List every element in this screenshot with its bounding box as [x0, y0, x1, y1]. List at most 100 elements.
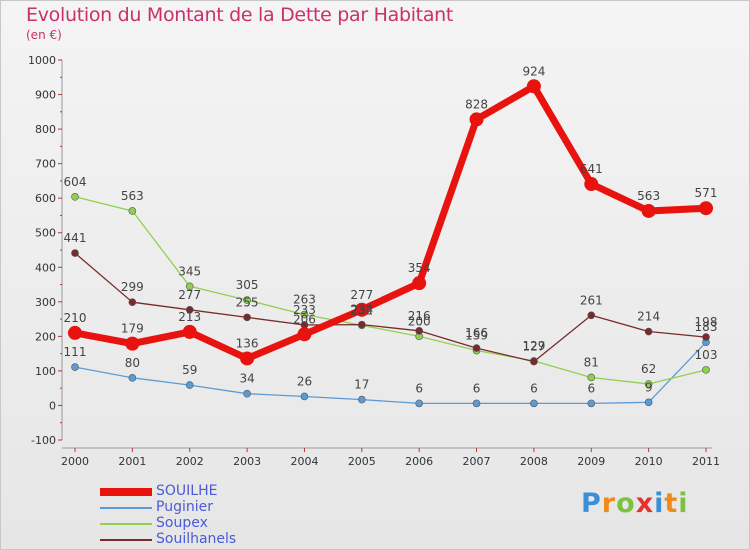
data-point	[358, 320, 366, 329]
x-tick-label: 2008	[520, 455, 548, 468]
x-tick-label: 2007	[463, 455, 491, 468]
data-label: 277	[350, 288, 373, 302]
data-label: 563	[121, 189, 144, 203]
data-point	[641, 203, 656, 218]
data-label: 9	[645, 380, 653, 394]
proxiti-logo: Proxiti	[581, 488, 689, 519]
legend-label: Souilhanels	[156, 531, 237, 547]
data-label: 136	[236, 336, 259, 350]
data-label: 129	[522, 339, 545, 353]
data-point	[472, 344, 481, 352]
data-label: 34	[239, 372, 254, 386]
data-label: 232	[350, 303, 373, 317]
data-label: 127	[522, 340, 545, 354]
legend-swatch	[100, 488, 152, 496]
y-tick-label: 500	[35, 227, 56, 240]
data-label: 563	[637, 189, 660, 203]
data-label: 261	[580, 293, 603, 307]
data-label: 6	[473, 381, 481, 395]
data-label: 26	[297, 374, 312, 388]
data-point	[185, 305, 194, 314]
y-tick-label: 800	[35, 123, 56, 136]
x-tick-label: 2001	[118, 455, 146, 468]
x-tick-label: 2011	[692, 455, 720, 468]
data-point	[530, 357, 538, 366]
data-label: 263	[293, 293, 316, 307]
data-label: 103	[695, 348, 718, 362]
data-label: 299	[121, 280, 144, 294]
y-tick-label: 400	[35, 261, 56, 274]
data-label: 641	[580, 162, 603, 176]
data-point	[587, 399, 596, 408]
data-label: 62	[641, 362, 656, 376]
chart-subtitle: (en €)	[26, 28, 62, 42]
series-line-soupex	[74, 196, 707, 385]
data-label: 305	[236, 278, 259, 292]
data-point	[243, 389, 251, 398]
data-point	[71, 363, 79, 371]
data-label: 6	[530, 381, 538, 395]
legend-swatch	[100, 523, 152, 525]
data-label: 206	[293, 312, 316, 326]
data-point	[354, 302, 369, 317]
data-point	[243, 313, 251, 322]
data-point	[300, 310, 309, 319]
data-point	[702, 333, 710, 341]
data-label: 214	[637, 310, 660, 324]
y-tick-label: 1000	[28, 54, 56, 67]
data-point	[644, 380, 653, 388]
data-label: 233	[293, 303, 316, 317]
series-line-souilhanels	[74, 252, 707, 363]
data-point	[358, 395, 366, 404]
data-label: 166	[465, 326, 488, 340]
data-point	[300, 392, 309, 401]
x-tick-label: 2006	[405, 455, 433, 468]
data-label: 604	[64, 175, 87, 189]
data-point	[644, 398, 653, 407]
data-label: 198	[695, 315, 718, 329]
x-tick-label: 2003	[233, 455, 261, 468]
data-label: 213	[178, 310, 201, 324]
x-tick-label: 2009	[577, 455, 605, 468]
data-point	[68, 325, 82, 340]
data-label: 234	[350, 303, 373, 317]
data-point	[297, 327, 312, 342]
data-label: 441	[64, 231, 87, 245]
data-point	[185, 381, 194, 389]
data-point	[472, 399, 481, 408]
data-point	[125, 336, 140, 351]
data-point	[128, 374, 137, 382]
y-tick-label: 600	[35, 192, 56, 205]
data-point	[240, 351, 255, 366]
legend-label: Soupex	[156, 515, 208, 531]
legend-swatch	[100, 539, 152, 541]
data-label: 6	[415, 381, 423, 395]
data-point	[587, 373, 596, 382]
series-line-souilhe	[71, 82, 710, 362]
x-tick-label: 2002	[176, 455, 204, 468]
y-tick-label: -100	[31, 434, 56, 447]
data-label: 216	[408, 309, 431, 323]
data-point	[185, 282, 194, 291]
logo-letter: r	[601, 488, 617, 519]
data-point	[412, 276, 427, 291]
data-point	[71, 249, 79, 257]
data-point	[128, 207, 137, 215]
x-tick-label: 2005	[348, 455, 376, 468]
logo-letter: x	[635, 488, 655, 519]
data-label: 111	[64, 345, 87, 359]
y-tick-label: 300	[35, 296, 56, 309]
data-point	[415, 399, 423, 408]
logo-letter: i	[678, 488, 689, 519]
x-tick-label: 2010	[635, 455, 663, 468]
logo-letter: t	[664, 488, 679, 519]
legend-label: SOUILHE	[156, 483, 218, 499]
data-label: 6	[587, 381, 595, 395]
y-tick-label: 100	[35, 365, 56, 378]
y-tick-label: 900	[35, 89, 56, 102]
data-point	[644, 327, 653, 336]
data-point	[702, 366, 710, 374]
data-label: 183	[695, 320, 718, 334]
x-tick-label: 2000	[61, 455, 89, 468]
